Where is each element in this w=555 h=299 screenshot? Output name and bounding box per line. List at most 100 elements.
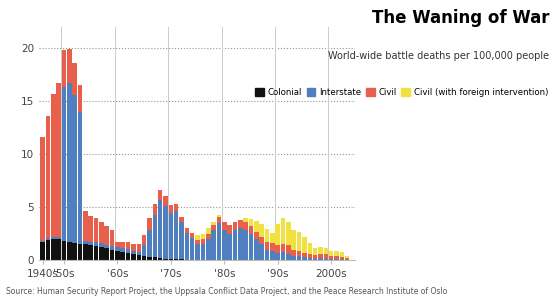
Bar [195,240,200,244]
Bar [51,239,56,260]
Bar [265,250,269,260]
Bar [163,196,168,205]
Bar [99,222,104,243]
Text: World-wide battle deaths per 100,000 people: World-wide battle deaths per 100,000 peo… [329,51,549,61]
Bar [67,242,72,260]
Bar [57,83,61,237]
Bar [163,205,168,259]
Bar [211,225,216,231]
Bar [62,87,66,241]
Bar [324,259,328,260]
Bar [153,257,157,260]
Bar [115,247,120,251]
Bar [297,256,301,260]
Bar [94,246,98,260]
Bar [324,248,328,254]
Bar [131,251,136,254]
Bar [228,234,232,260]
Bar [345,258,350,260]
Bar [110,231,114,246]
Bar [297,251,301,256]
Bar [78,112,82,244]
Bar [72,95,77,243]
Bar [51,237,56,239]
Bar [142,235,147,245]
Bar [238,228,243,260]
Bar [200,239,205,244]
Bar [88,242,93,245]
Bar [83,241,88,244]
Bar [233,231,237,260]
Bar [147,257,152,260]
Bar [41,242,45,260]
Bar [147,231,152,257]
Bar [216,215,221,217]
Bar [115,251,120,260]
Bar [51,94,56,237]
Bar [62,50,66,87]
Bar [120,252,125,260]
Bar [41,137,45,241]
Bar [99,247,104,260]
Bar [270,251,275,260]
Bar [244,231,248,260]
Bar [163,259,168,260]
Bar [254,231,259,239]
Bar [307,243,312,254]
Bar [265,242,269,250]
Bar [254,221,259,231]
Bar [153,215,157,257]
Bar [249,234,253,260]
Bar [110,250,114,260]
Text: The Waning of War: The Waning of War [372,9,549,27]
Bar [104,245,109,248]
Bar [169,259,173,260]
Bar [41,241,45,242]
Bar [307,254,312,258]
Bar [324,254,328,259]
Bar [67,49,72,83]
Bar [238,220,243,228]
Bar [46,240,50,260]
Bar [329,256,334,259]
Bar [291,256,296,260]
Bar [169,213,173,259]
Bar [281,244,285,252]
Bar [270,243,275,251]
Bar [126,242,130,249]
Bar [318,258,323,260]
Bar [254,239,259,260]
Bar [222,231,226,260]
Bar [57,239,61,260]
Bar [126,253,130,260]
Bar [62,241,66,260]
Bar [302,253,307,257]
Bar [302,237,307,253]
Bar [313,248,317,255]
Bar [318,247,323,254]
Bar [307,258,312,260]
Bar [131,254,136,260]
Bar [200,234,205,239]
Bar [318,254,323,258]
Bar [259,237,264,244]
Bar [291,250,296,256]
Bar [169,205,173,213]
Bar [334,259,339,260]
Bar [147,218,152,231]
Bar [158,258,163,260]
Text: Source: Human Security Report Project, the Uppsala Conflict Data Project, and th: Source: Human Security Report Project, t… [6,287,447,296]
Bar [78,244,82,260]
Bar [88,216,93,242]
Bar [94,242,98,246]
Bar [137,255,141,260]
Bar [115,242,120,247]
Bar [244,218,248,222]
Bar [195,235,200,240]
Bar [281,252,285,260]
Bar [110,246,114,250]
Bar [286,222,291,245]
Bar [104,248,109,260]
Bar [185,228,189,233]
Bar [190,238,194,260]
